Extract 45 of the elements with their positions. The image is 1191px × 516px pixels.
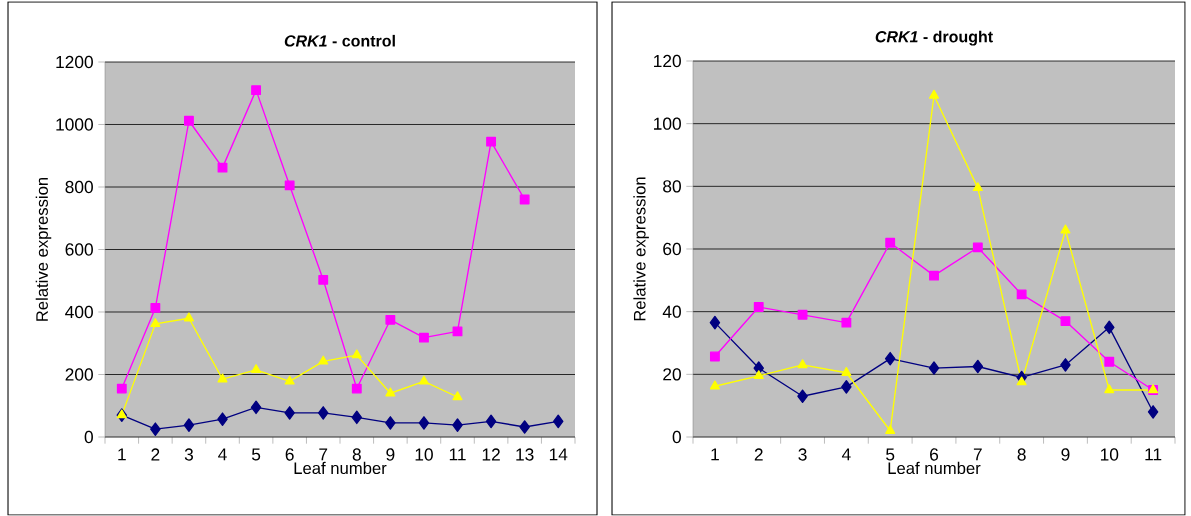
- x-tick-label: 13: [516, 448, 534, 461]
- x-tick-label: 9: [1061, 448, 1070, 461]
- x-tick-label: 8: [1017, 448, 1026, 461]
- y-tick-label: 40: [662, 305, 681, 319]
- x-tick-label: 2: [754, 448, 763, 461]
- x-tick-label: 10: [1100, 448, 1119, 461]
- y-tick-label: 20: [663, 368, 681, 381]
- x-tick-label: 11: [1145, 448, 1162, 461]
- x-tick-label: 11: [449, 448, 466, 461]
- y-tick-label: 800: [65, 181, 93, 194]
- x-tick-label: 1: [118, 448, 126, 461]
- y-tick-label: 1200: [56, 56, 93, 69]
- y-axis-title: Relative expression: [35, 178, 52, 322]
- x-tick-label: 5: [251, 448, 261, 461]
- y-tick-label: 60: [663, 243, 681, 256]
- y-tick-label: 120: [654, 55, 681, 68]
- y-tick-label: 1000: [56, 118, 93, 131]
- x-tick-label: 10: [415, 448, 433, 461]
- x-tick-label: 7: [973, 448, 982, 461]
- chart-title: CRK1 - drought: [875, 30, 993, 46]
- x-tick-label: 1: [711, 448, 719, 461]
- x-tick-label: 14: [549, 448, 568, 461]
- y-tick-label: 0: [672, 431, 681, 444]
- x-axis-title: Leaf number: [888, 462, 981, 475]
- x-tick-label: 5: [886, 448, 895, 461]
- x-tick-label: 2: [151, 448, 160, 461]
- x-axis-title: Leaf number: [294, 462, 387, 475]
- y-tick-label: 200: [65, 368, 93, 381]
- x-tick-label: 3: [184, 448, 193, 461]
- x-tick-label: 8: [352, 448, 361, 461]
- y-tick-label: 0: [84, 431, 93, 444]
- chart-title: CRK1 - control: [284, 35, 395, 47]
- y-axis-title: Relative expression: [633, 177, 649, 321]
- x-tick-label: 7: [319, 448, 328, 461]
- x-tick-label: 6: [930, 448, 939, 461]
- x-tick-label: 3: [798, 448, 807, 461]
- x-tick-label: 6: [285, 448, 294, 461]
- x-tick-label: 9: [386, 448, 395, 461]
- x-tick-label: 12: [482, 448, 500, 461]
- x-tick-label: 4: [841, 448, 851, 461]
- y-tick-label: 600: [65, 243, 93, 256]
- y-tick-label: 100: [654, 117, 681, 131]
- y-tick-label: 400: [65, 306, 93, 319]
- y-tick-label: 80: [663, 180, 681, 193]
- x-tick-label: 4: [218, 448, 227, 461]
